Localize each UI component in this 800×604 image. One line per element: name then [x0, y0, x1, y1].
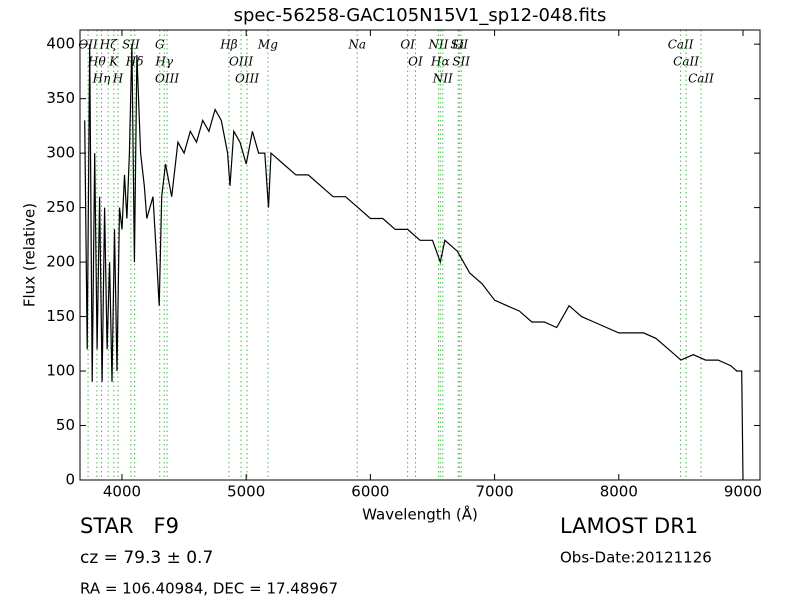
y-tick-label: 200	[46, 253, 75, 271]
survey-label: LAMOST DR1	[560, 514, 698, 538]
chart-title: spec-56258-GAC105N15V1_sp12-048.fits	[234, 5, 607, 26]
spectral-line-label: SII	[122, 38, 140, 52]
y-tick-label: 50	[56, 416, 75, 434]
spectral-line-label: SII	[452, 55, 470, 69]
spectral-line-label: H	[112, 72, 124, 86]
spectral-line-label: OIII	[155, 72, 179, 86]
y-tick-label: 300	[46, 144, 75, 162]
coords-label: RA = 106.40984, DEC = 17.48967	[80, 580, 338, 598]
spectral-line-label: NII	[432, 72, 453, 86]
spectral-line-label: Hη	[92, 72, 111, 86]
spectral-line-label: Hζ	[99, 38, 118, 52]
spectral-line-label: Na	[347, 38, 366, 52]
spectral-line-label: SII	[450, 38, 468, 52]
spectral-line-label: CaII	[688, 72, 714, 86]
spectral-line-label: OIII	[229, 55, 253, 69]
spectral-line-label: Mg	[257, 38, 278, 52]
spectral-line-label: Hβ	[219, 38, 237, 52]
class-label: STAR F9	[80, 514, 179, 538]
spectral-line-label: Hα	[430, 55, 450, 69]
spectral-line-label: K	[108, 55, 119, 69]
spectral-line-label: OI	[408, 55, 423, 69]
x-tick-label: 5000	[227, 483, 265, 501]
spectral-line-label: Hδ	[125, 55, 144, 69]
plot-frame	[79, 29, 761, 481]
spectral-line-label: G	[155, 38, 165, 52]
y-tick-label: 350	[46, 89, 75, 107]
y-axis-label: Flux (relative)	[21, 203, 39, 307]
y-tick-label: 100	[46, 362, 75, 380]
x-tick-label: 9000	[724, 483, 762, 501]
spectral-line-label: CaII	[673, 55, 699, 69]
x-axis-label: Wavelength (Å)	[362, 505, 478, 524]
date-label: Obs-Date:20121126	[560, 549, 712, 567]
x-tick-label: 6000	[351, 483, 389, 501]
spectrum-line	[84, 44, 744, 481]
spectral-line-label: OIII	[235, 72, 259, 86]
spectral-line-label: CaII	[668, 38, 694, 52]
y-tick-label: 250	[46, 198, 75, 216]
y-tick-label: 400	[46, 35, 75, 53]
x-tick-label: 7000	[475, 483, 513, 501]
spectral-line-label: OI	[400, 38, 415, 52]
y-tick-label: 150	[46, 307, 75, 325]
x-tick-label: 4000	[103, 483, 141, 501]
y-tick-label: 0	[65, 471, 75, 489]
spectral-line-label: Hγ	[154, 55, 173, 69]
spectral-line-label: OII	[78, 38, 98, 52]
cz-label: cz = 79.3 ± 0.7	[80, 548, 213, 568]
spectral-line-label: NII	[427, 38, 448, 52]
x-tick-label: 8000	[600, 483, 638, 501]
